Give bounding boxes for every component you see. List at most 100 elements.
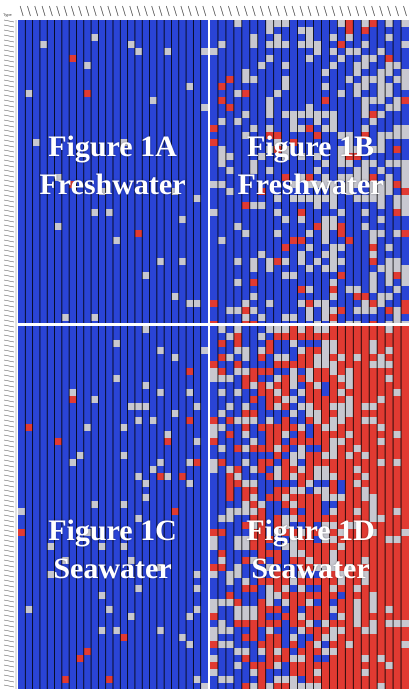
heatmap-cell [47, 340, 55, 347]
heatmap-cell [156, 251, 165, 258]
heatmap-cell [273, 307, 282, 314]
heatmap-cell [120, 27, 128, 34]
heatmap-cell [171, 431, 180, 438]
heatmap-cell [193, 251, 201, 258]
heatmap-cell [193, 279, 201, 286]
heatmap-cell [39, 382, 48, 389]
heatmap-cell [61, 347, 70, 354]
heatmap-cell [193, 69, 201, 76]
heatmap-cell [225, 160, 235, 167]
heatmap-cell [164, 118, 172, 125]
column-header-tick [144, 5, 148, 17]
heatmap-cell [164, 641, 172, 648]
heatmap-cell [76, 167, 85, 174]
heatmap-cell [186, 340, 194, 347]
heatmap-cell [193, 438, 201, 445]
heatmap-cell [164, 62, 172, 69]
heatmap-cell [361, 389, 370, 396]
heatmap-cell [171, 314, 180, 321]
heatmap-cell [200, 368, 209, 375]
heatmap-cell [142, 279, 150, 286]
heatmap-cell [149, 396, 158, 403]
heatmap-cell [353, 258, 362, 265]
heatmap-cell [233, 515, 243, 522]
heatmap-cell [200, 146, 209, 153]
heatmap-cell [289, 139, 298, 146]
heatmap-cell [273, 27, 282, 34]
heatmap-cell [217, 550, 227, 557]
column-header-tick [347, 5, 352, 17]
heatmap-cell [186, 613, 194, 620]
heatmap-cell [329, 641, 338, 648]
heatmap-cell [345, 529, 354, 536]
heatmap-cell [385, 265, 394, 272]
heatmap-cell [281, 195, 290, 202]
heatmap-cell [401, 167, 409, 174]
heatmap-cell [361, 223, 370, 230]
heatmap-cell [149, 466, 158, 473]
heatmap-cell [241, 181, 251, 188]
heatmap-cell [91, 648, 99, 655]
heatmap-cell [200, 354, 209, 361]
heatmap-cell [353, 655, 362, 662]
heatmap-cell [54, 118, 63, 125]
heatmap-cell [217, 361, 227, 368]
heatmap-cell [98, 389, 106, 396]
heatmap-cell [69, 104, 77, 111]
heatmap-cell [337, 375, 346, 382]
heatmap-cell [25, 564, 33, 571]
heatmap-cell [297, 265, 306, 272]
heatmap-cell [233, 571, 243, 578]
heatmap-cell [297, 578, 306, 585]
heatmap-cell [217, 286, 227, 293]
heatmap-cell [54, 529, 63, 536]
heatmap-cell [313, 410, 322, 417]
row-label-tick [3, 59, 15, 63]
heatmap-cell [233, 599, 243, 606]
heatmap-cell [353, 55, 362, 62]
heatmap-cell [39, 354, 48, 361]
heatmap-cell [171, 578, 180, 585]
heatmap-cell [76, 578, 85, 585]
heatmap-cell [32, 641, 41, 648]
heatmap-cell [178, 55, 187, 62]
heatmap-cell [83, 321, 92, 323]
heatmap-cell [313, 396, 322, 403]
row-label-tick [3, 24, 15, 28]
heatmap-cell [353, 41, 362, 48]
heatmap-cell [149, 550, 158, 557]
heatmap-cell [76, 132, 85, 139]
heatmap-cell [385, 97, 394, 104]
heatmap-cell [164, 529, 172, 536]
heatmap-cell [186, 641, 194, 648]
heatmap-cell [305, 153, 314, 160]
heatmap-cell [113, 76, 121, 83]
heatmap-cell [25, 97, 33, 104]
heatmap-cell [156, 132, 165, 139]
heatmap-cell [178, 571, 187, 578]
heatmap-cell [61, 55, 70, 62]
heatmap-cell [113, 634, 121, 641]
heatmap-cell [265, 118, 274, 125]
heatmap-cell [225, 501, 235, 508]
heatmap-cell [200, 125, 209, 132]
heatmap-cell [32, 620, 41, 627]
heatmap-cell [142, 599, 150, 606]
heatmap-cell [385, 452, 394, 459]
heatmap-cell [127, 258, 136, 265]
heatmap-cell [127, 431, 136, 438]
heatmap-cell [32, 466, 41, 473]
heatmap-cell [134, 550, 143, 557]
heatmap-cell [345, 361, 354, 368]
heatmap-cell [76, 564, 85, 571]
heatmap-cell [329, 487, 338, 494]
heatmap-cell [273, 230, 282, 237]
heatmap-cell [61, 265, 70, 272]
heatmap-cell [385, 347, 394, 354]
heatmap-cell [113, 167, 121, 174]
heatmap-cell [142, 557, 150, 564]
heatmap-cell [210, 27, 219, 34]
heatmap-cell [98, 508, 106, 515]
heatmap-cell [18, 389, 26, 396]
heatmap-cell [297, 389, 306, 396]
